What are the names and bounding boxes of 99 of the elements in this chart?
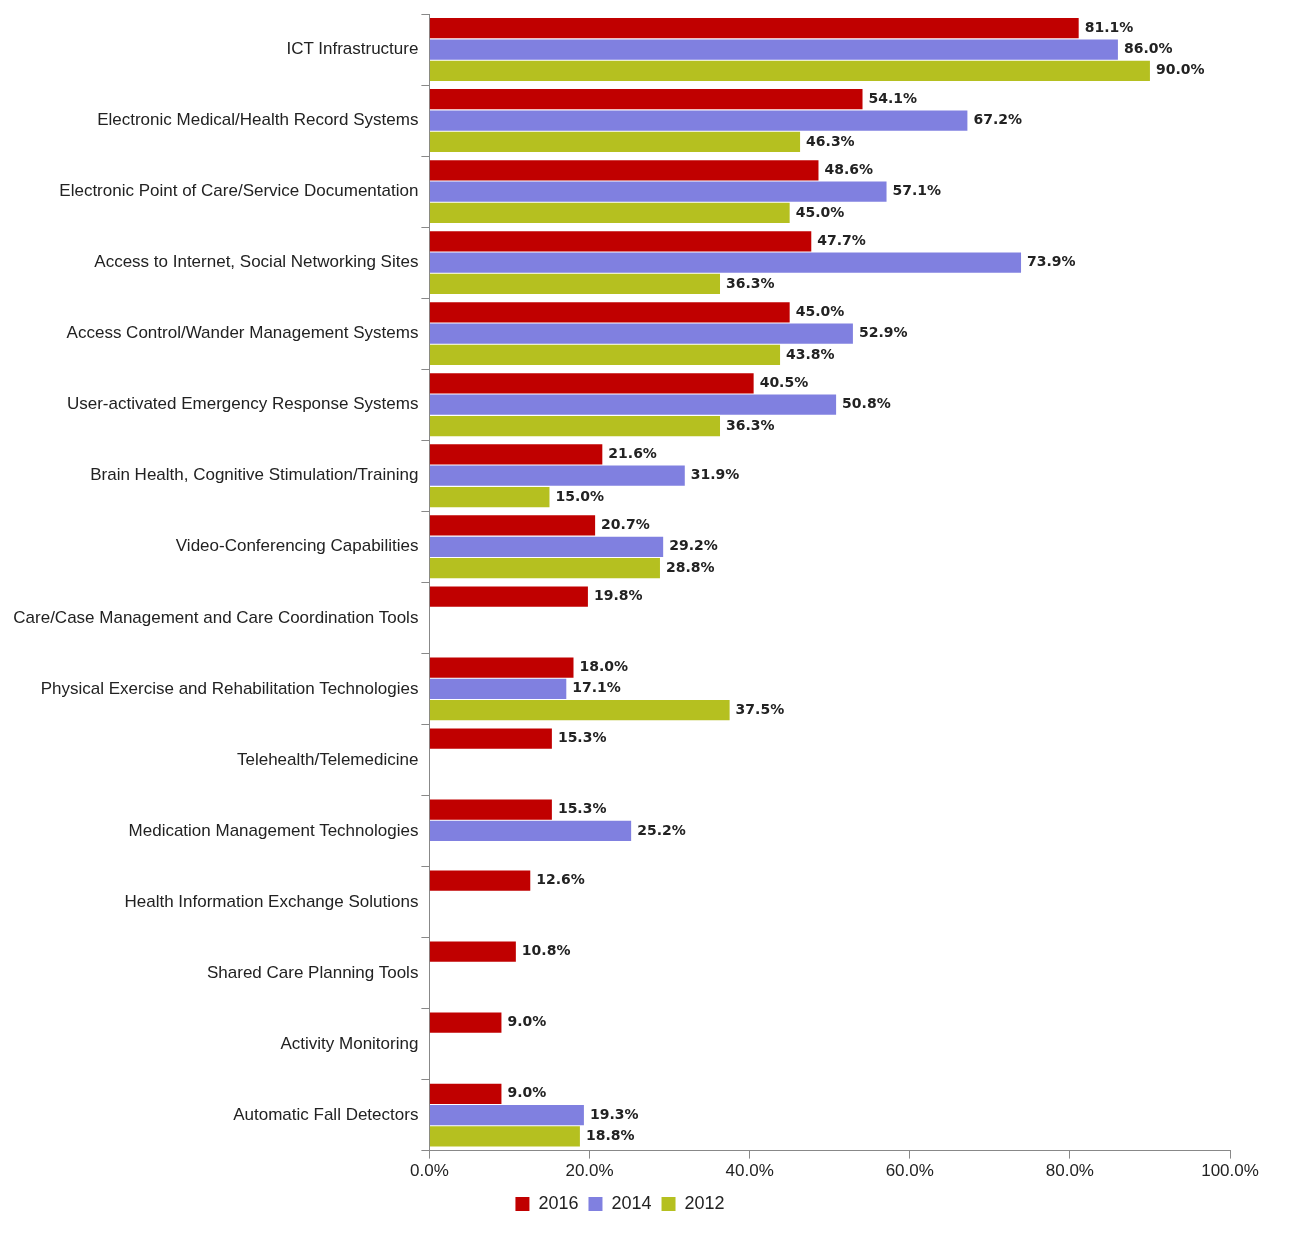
data-label: 18.8% [585,1127,635,1144]
data-label: 54.1% [868,89,918,106]
data-label: 9.0% [507,1013,547,1030]
bar [429,444,603,465]
data-label: 45.0% [795,203,845,220]
data-label: 36.3% [726,274,775,291]
data-label: 47.7% [817,231,866,248]
legend-label: 2016 [538,1192,579,1213]
bar [429,89,863,110]
y-tick-label: Health Information Exchange Solutions [124,891,419,911]
legend-label: 2012 [684,1192,725,1213]
bar [429,344,781,366]
x-tick-label: 0.0% [410,1161,449,1181]
data-label: 57.1% [892,182,942,199]
bar [429,273,721,295]
bar [429,586,588,607]
bar [429,678,567,699]
data-label: 67.2% [973,111,1022,128]
x-tick-label: 60.0% [885,1161,934,1181]
bar [429,60,1150,81]
bar [429,202,790,224]
data-label: 37.5% [735,700,785,717]
data-label: 40.5% [759,374,809,391]
y-tick-label: Activity Monitoring [280,1033,419,1053]
bar [429,1012,502,1033]
data-label: 86.0% [1123,40,1173,57]
y-tick-label: Automatic Fall Detectors [233,1104,419,1124]
bar [429,465,685,486]
bar [429,373,754,394]
bar [429,39,1118,60]
data-label: 81.1% [1084,18,1134,35]
data-label: 10.8% [521,942,571,959]
data-label: 12.6% [536,871,585,888]
bar [429,700,730,721]
bar [429,515,596,536]
y-tick-label: Shared Care Planning Tools [207,962,419,982]
data-label: 9.0% [507,1084,547,1101]
y-tick-label: User-activated Emergency Response Systems [66,394,419,414]
data-label: 15.3% [557,800,607,817]
data-label: 90.0% [1155,61,1205,78]
data-label: 21.6% [608,445,657,462]
data-label: 73.9% [1027,253,1076,270]
bar [429,799,552,820]
y-tick-label: ICT Infrastructure [286,39,419,59]
y-tick-label: Access to Internet, Social Networking Sites [94,252,419,272]
data-label: 19.8% [593,587,643,604]
y-tick-label: Electronic Medical/Health Record Systems [97,110,419,130]
bar [429,131,801,152]
bar [429,394,837,415]
y-tick-label: Electronic Point of Care/Service Documentation [59,181,419,201]
data-label: 31.9% [690,466,740,483]
data-label: 20.7% [601,516,650,533]
bar [429,1104,584,1126]
bar [429,18,1079,39]
y-tick-label: Medication Management Technologies [128,820,419,840]
data-label: 43.8% [786,345,835,362]
bar [429,557,660,579]
y-tick-label: Brain Health, Cognitive Stimulation/Training [90,465,419,485]
y-tick-label: Video-Conferencing Capabilities [175,536,419,556]
data-label: 45.0% [795,303,845,319]
bar [429,820,632,842]
data-label: 28.8% [665,558,715,575]
data-label: 46.3% [806,132,855,149]
bar [429,415,721,437]
x-tick-label: 100.0% [1201,1161,1259,1181]
data-label: 52.9% [858,324,908,341]
x-tick-label: 40.0% [725,1161,774,1181]
bar [429,323,853,344]
data-label: 15.3% [557,729,607,746]
y-tick-label: Physical Exercise and Rehabilitation Technologies [40,678,419,698]
bar [429,252,1022,273]
data-label: 29.2% [669,537,718,554]
y-tick-label: Care/Case Management and Care Coordination Tools [13,607,419,627]
bar [429,181,887,202]
y-tick-label: Access Control/Wander Management Systems [66,323,419,343]
bar [429,302,790,323]
data-label: 18.0% [579,658,629,675]
bar [429,657,574,678]
bar [429,486,550,508]
bar [429,536,664,557]
data-label: 36.3% [726,416,775,433]
data-label: 50.8% [842,395,891,412]
data-label: 48.6% [824,160,874,177]
data-label: 17.1% [572,679,621,696]
bar [429,110,968,131]
bar [429,728,552,749]
bar [429,941,516,962]
data-label: 15.0% [555,487,605,504]
bar [429,1126,580,1147]
bar [429,870,531,891]
data-label: 25.2% [637,821,686,838]
bar [429,231,812,252]
bar [429,160,819,181]
y-tick-label: Telehealth/Telemedicine [236,749,419,769]
data-label: 19.3% [589,1105,639,1122]
bar [429,1083,502,1104]
legend-label: 2014 [611,1192,652,1213]
x-tick-label: 80.0% [1045,1161,1094,1181]
x-tick-label: 20.0% [565,1161,614,1181]
